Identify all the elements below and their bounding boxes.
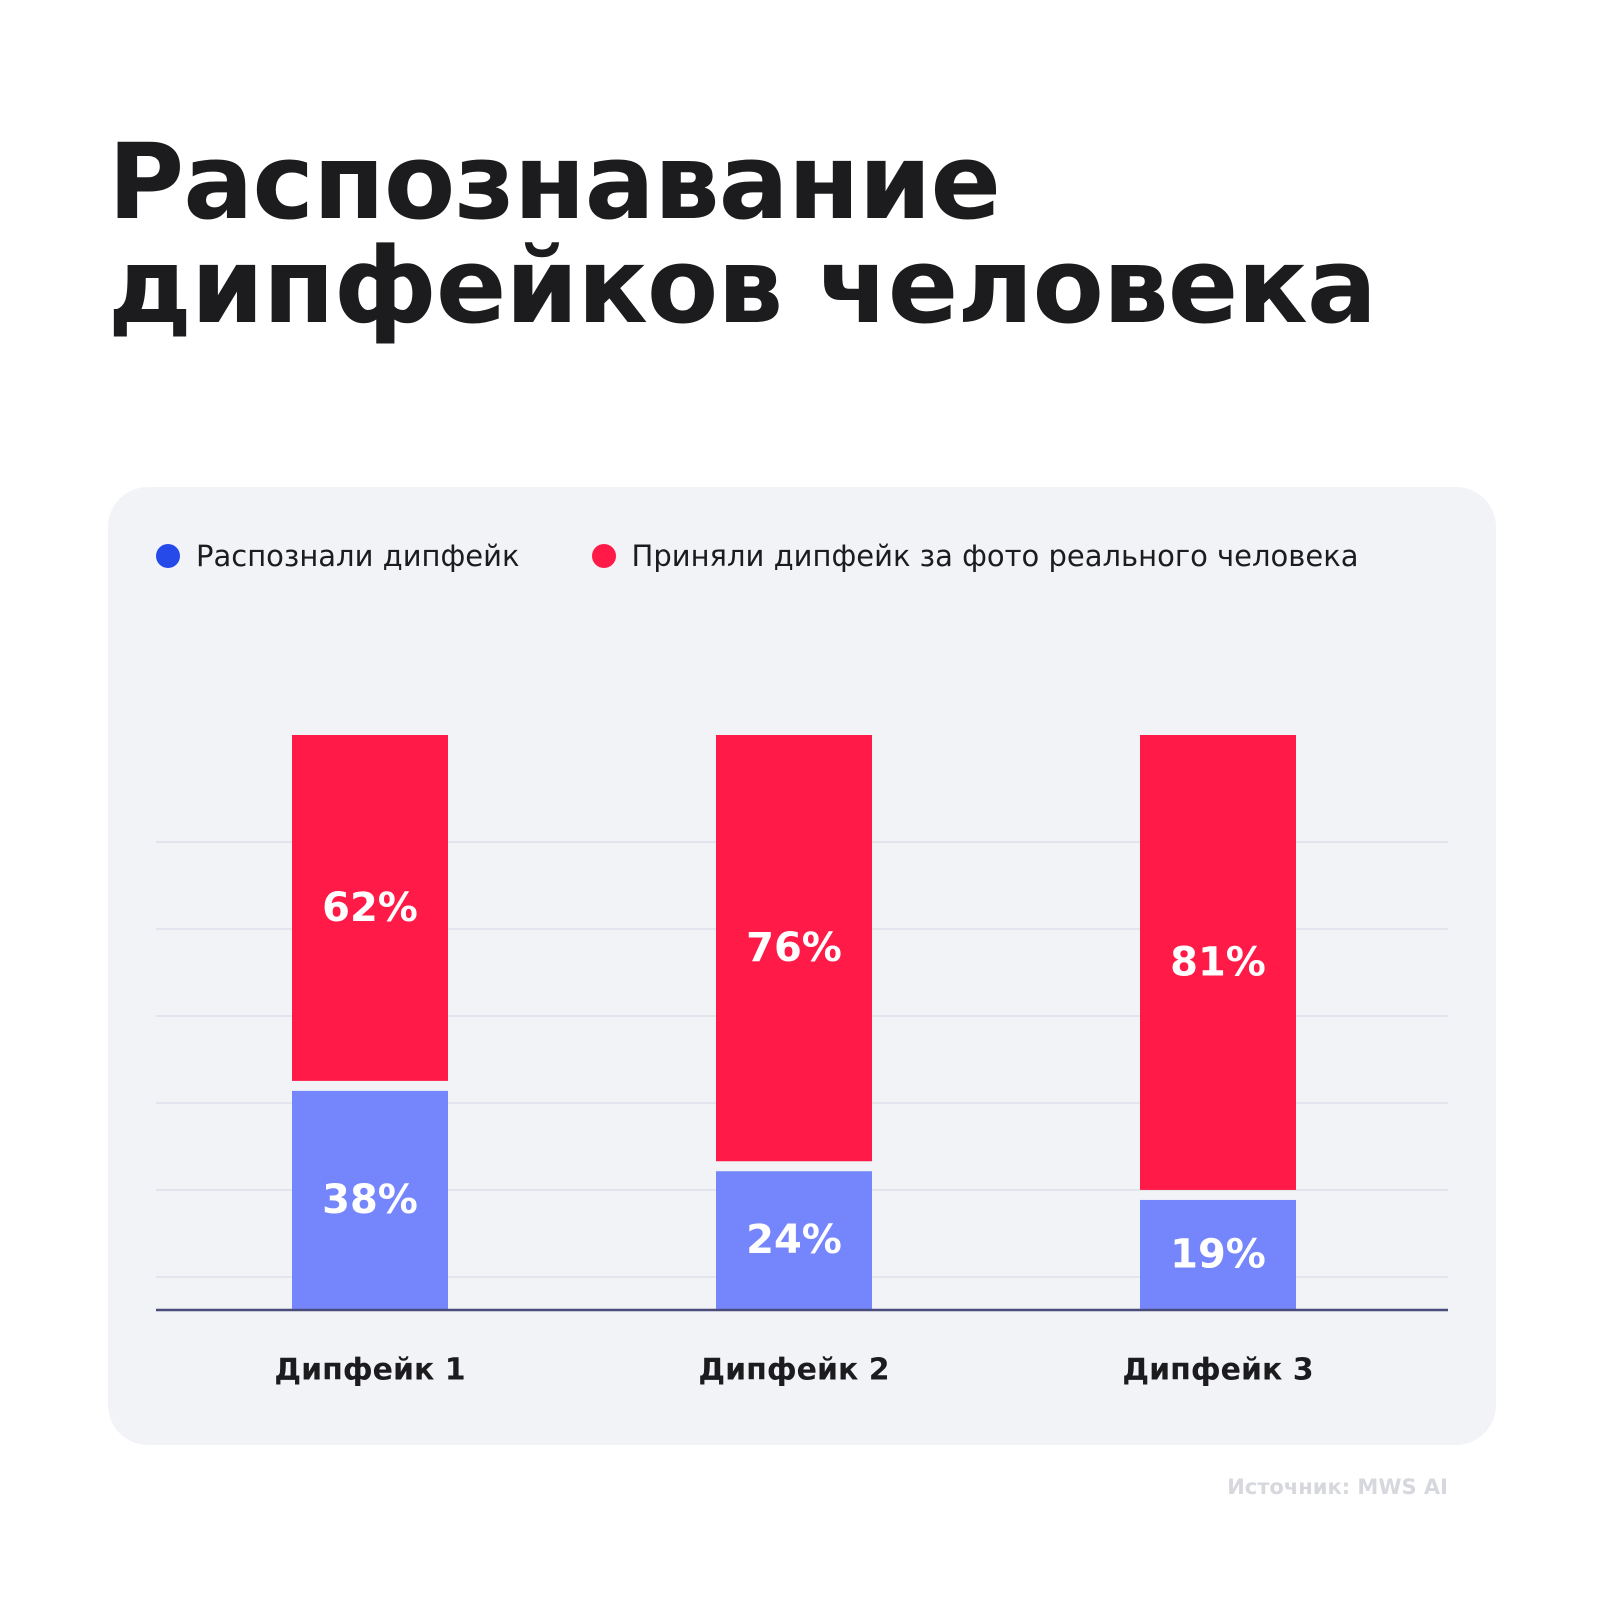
legend-dot-recognized <box>156 544 180 568</box>
bar-label-recognized: 19% <box>1170 1231 1266 1277</box>
legend-label-mistaken: Приняли дипфейк за фото реального челове… <box>631 539 1359 573</box>
bar-label-mistaken: 62% <box>322 885 418 931</box>
bar-mistaken <box>1140 735 1296 1190</box>
source-note: Источник: MWS AI <box>1227 1475 1448 1499</box>
legend: Распознали дипфейк Приняли дипфейк за фо… <box>156 539 1431 573</box>
legend-item-recognized: Распознали дипфейк <box>156 539 520 573</box>
chart-card: Распознали дипфейк Приняли дипфейк за фо… <box>108 487 1496 1445</box>
bar-label-recognized: 24% <box>746 1217 842 1263</box>
bar-mistaken <box>292 735 448 1081</box>
title-line-1: Распознавание <box>108 121 1001 243</box>
bar-label-mistaken: 81% <box>1170 939 1266 985</box>
legend-item-mistaken: Приняли дипфейк за фото реального челове… <box>591 539 1359 573</box>
bar-label-mistaken: 76% <box>746 925 842 971</box>
category-label: Дипфейк 2 <box>698 1353 889 1388</box>
bar-recognized <box>292 1090 448 1309</box>
page-title: Распознавание дипфейков человека <box>108 121 1377 347</box>
legend-label-recognized: Распознали дипфейк <box>196 539 520 573</box>
bar-recognized <box>1140 1199 1296 1309</box>
stacked-bar-chart: 38% 62% Дипфейк 1 24% 76% Дипфейк 2 19% 81% Дипф… <box>156 735 1448 1388</box>
category-label: Дипфейк 1 <box>274 1353 465 1388</box>
category-label: Дипфейк 3 <box>1122 1353 1313 1388</box>
bar-recognized <box>716 1171 872 1309</box>
title-line-2: дипфейков человека <box>108 225 1377 347</box>
bar-label-recognized: 38% <box>322 1177 418 1223</box>
legend-dot-mistaken <box>591 544 616 568</box>
bar-mistaken <box>716 735 872 1162</box>
